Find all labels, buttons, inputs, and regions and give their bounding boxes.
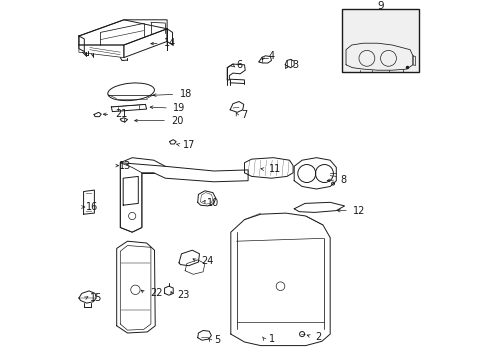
Text: 23: 23 — [177, 290, 189, 300]
Text: 4: 4 — [268, 51, 274, 61]
Bar — [341, 9, 418, 72]
Text: 17: 17 — [183, 140, 195, 150]
Text: 18: 18 — [179, 89, 192, 99]
Text: 14: 14 — [164, 38, 176, 48]
Text: 16: 16 — [86, 202, 98, 212]
Text: 22: 22 — [149, 288, 162, 298]
Text: 1: 1 — [268, 334, 274, 344]
Text: 10: 10 — [207, 198, 219, 208]
Text: 6: 6 — [236, 60, 242, 70]
Text: 12: 12 — [352, 206, 365, 216]
Text: 2: 2 — [315, 332, 321, 342]
Text: 8: 8 — [340, 175, 346, 185]
Text: 5: 5 — [214, 335, 221, 345]
Text: 7: 7 — [241, 110, 247, 120]
Text: 19: 19 — [173, 103, 185, 113]
Text: 13: 13 — [118, 161, 130, 171]
Text: 11: 11 — [268, 164, 280, 174]
Text: 15: 15 — [89, 293, 102, 303]
Text: 3: 3 — [291, 60, 298, 70]
Text: 21: 21 — [115, 109, 127, 120]
Text: 24: 24 — [201, 256, 213, 266]
Text: 9: 9 — [377, 1, 383, 11]
Text: 20: 20 — [171, 116, 183, 126]
